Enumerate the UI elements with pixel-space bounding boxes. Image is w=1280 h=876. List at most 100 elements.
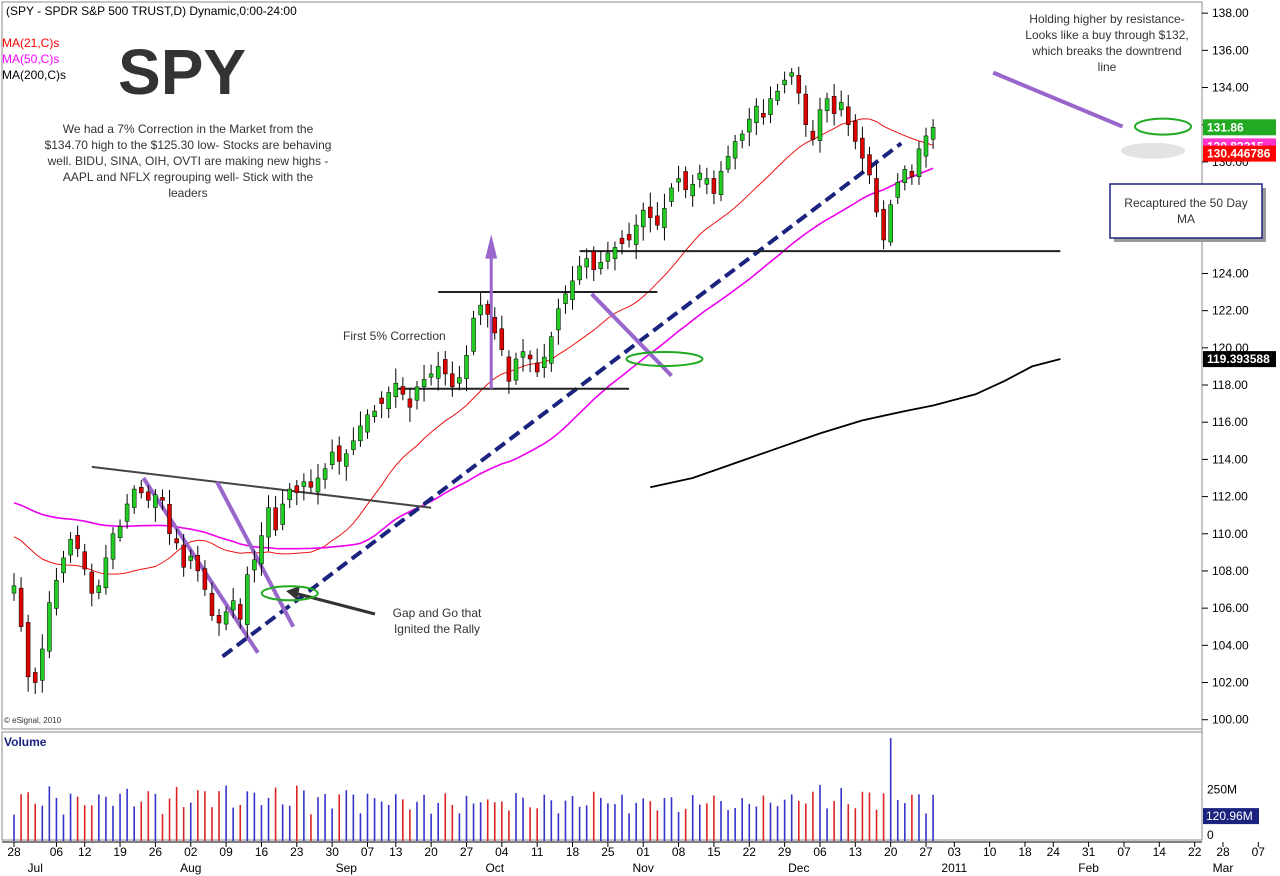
candle-body [782, 79, 787, 86]
svg-text:We had a 7% Correction in the: We had a 7% Correction in the Market fro… [63, 122, 314, 136]
month-label: Nov [633, 861, 654, 875]
candle-body [527, 354, 533, 360]
date-tick-label: 01 [637, 845, 651, 859]
candle-body [96, 585, 102, 593]
gap-ellipse [260, 585, 319, 602]
candle-body [732, 141, 738, 159]
price-badge-bg [1203, 119, 1276, 136]
candle-body [520, 351, 526, 358]
svg-text:MA: MA [1177, 212, 1195, 226]
watermark: © eSignal, 2010 [4, 716, 62, 725]
uptrend-dashed-line [221, 141, 903, 659]
date-tick-label: 22 [743, 845, 757, 859]
candle-body [789, 72, 794, 77]
big-title: SPY [118, 36, 246, 108]
date-tick-label: 07 [361, 845, 375, 859]
candle-body [598, 262, 604, 269]
purple-channel-right [215, 480, 296, 628]
candle-body [655, 215, 660, 226]
candle-body [414, 386, 420, 401]
candle-body [209, 592, 215, 616]
candle-body [633, 224, 639, 245]
candle-body [584, 258, 589, 268]
svg-text:line: line [1098, 60, 1117, 74]
candle-body [61, 557, 66, 574]
month-label: Aug [180, 861, 201, 875]
date-tick-label: 13 [389, 845, 403, 859]
date-tick-label: 27 [460, 845, 474, 859]
price-tick-label: 118.00 [1212, 378, 1248, 392]
purple-downtrend-line [992, 70, 1124, 129]
candle-body [393, 382, 399, 398]
candle-body [605, 252, 611, 262]
price-tick-label: 104.00 [1212, 638, 1249, 652]
date-tick-label: 26 [149, 845, 163, 859]
date-tick-label: 30 [326, 845, 340, 859]
candle-body [322, 468, 328, 480]
candle-body [245, 574, 250, 625]
price-badge-bg [1203, 351, 1276, 368]
date-tick-label: 02 [184, 845, 198, 859]
candle-body [860, 137, 865, 159]
date-tick-label: 23 [290, 845, 304, 859]
candle-body [89, 571, 95, 594]
candle-body [202, 568, 208, 590]
candle-body [386, 392, 391, 410]
price-panel-frame [1, 1, 1203, 730]
month-label: Jul [28, 861, 43, 875]
candle-body [230, 600, 236, 611]
candle-body [697, 172, 703, 180]
gap-arrow-shaft [297, 592, 376, 616]
candle-body [421, 379, 427, 388]
candle-body [428, 373, 434, 378]
candle-body [754, 105, 759, 124]
month-label: Feb [1078, 861, 1099, 875]
candle-body [556, 308, 561, 331]
month-label: 2011 [941, 861, 967, 875]
date-tick-label: 07 [1252, 845, 1266, 859]
candle-body [407, 398, 413, 408]
svg-text:$134.70 high to the $125.30 lo: $134.70 high to the $125.30 low- Stocks … [45, 138, 332, 152]
volume-tick-250m: 250M [1207, 783, 1237, 797]
candle-body [619, 237, 625, 244]
candle-body [930, 127, 936, 140]
svg-text:Ignited the Rally: Ignited the Rally [394, 622, 480, 636]
candle-body [718, 170, 724, 195]
price-tick-label: 106.00 [1212, 601, 1249, 615]
candle-body [153, 494, 158, 508]
price-candles [11, 66, 936, 694]
date-tick-label: 31 [1082, 845, 1096, 859]
volume-panel-frame [1, 731, 1203, 841]
month-label: Sep [336, 861, 358, 875]
candle-body [457, 377, 462, 384]
candle-body [464, 355, 469, 379]
candle-body [315, 477, 321, 493]
candle-body [216, 615, 222, 624]
candle-body [563, 293, 568, 304]
price-tick-label: 112.00 [1212, 490, 1248, 504]
candle-body [329, 451, 335, 465]
svg-text:leaders: leaders [168, 186, 207, 200]
candle-body [485, 303, 490, 315]
date-tick-label: 10 [983, 845, 997, 859]
date-tick-label: 20 [884, 845, 898, 859]
candle-body [662, 208, 667, 228]
candle-body [803, 93, 809, 125]
candle-body [499, 328, 505, 350]
candle-body [775, 90, 780, 101]
candle-body [400, 386, 406, 395]
candle-body [40, 648, 45, 681]
candle-body [669, 187, 674, 202]
candle-body [831, 96, 837, 114]
first-correction-label: First 5% Correction [343, 329, 446, 343]
date-tick-label: 19 [113, 845, 127, 859]
candle-body [450, 373, 455, 388]
candle-body [676, 178, 681, 183]
candle-body [195, 555, 201, 572]
candle-body [549, 336, 554, 364]
date-tick-label: 14 [1153, 845, 1167, 859]
price-badge-label: 119.393588 [1207, 352, 1270, 366]
candle-body [570, 280, 575, 300]
